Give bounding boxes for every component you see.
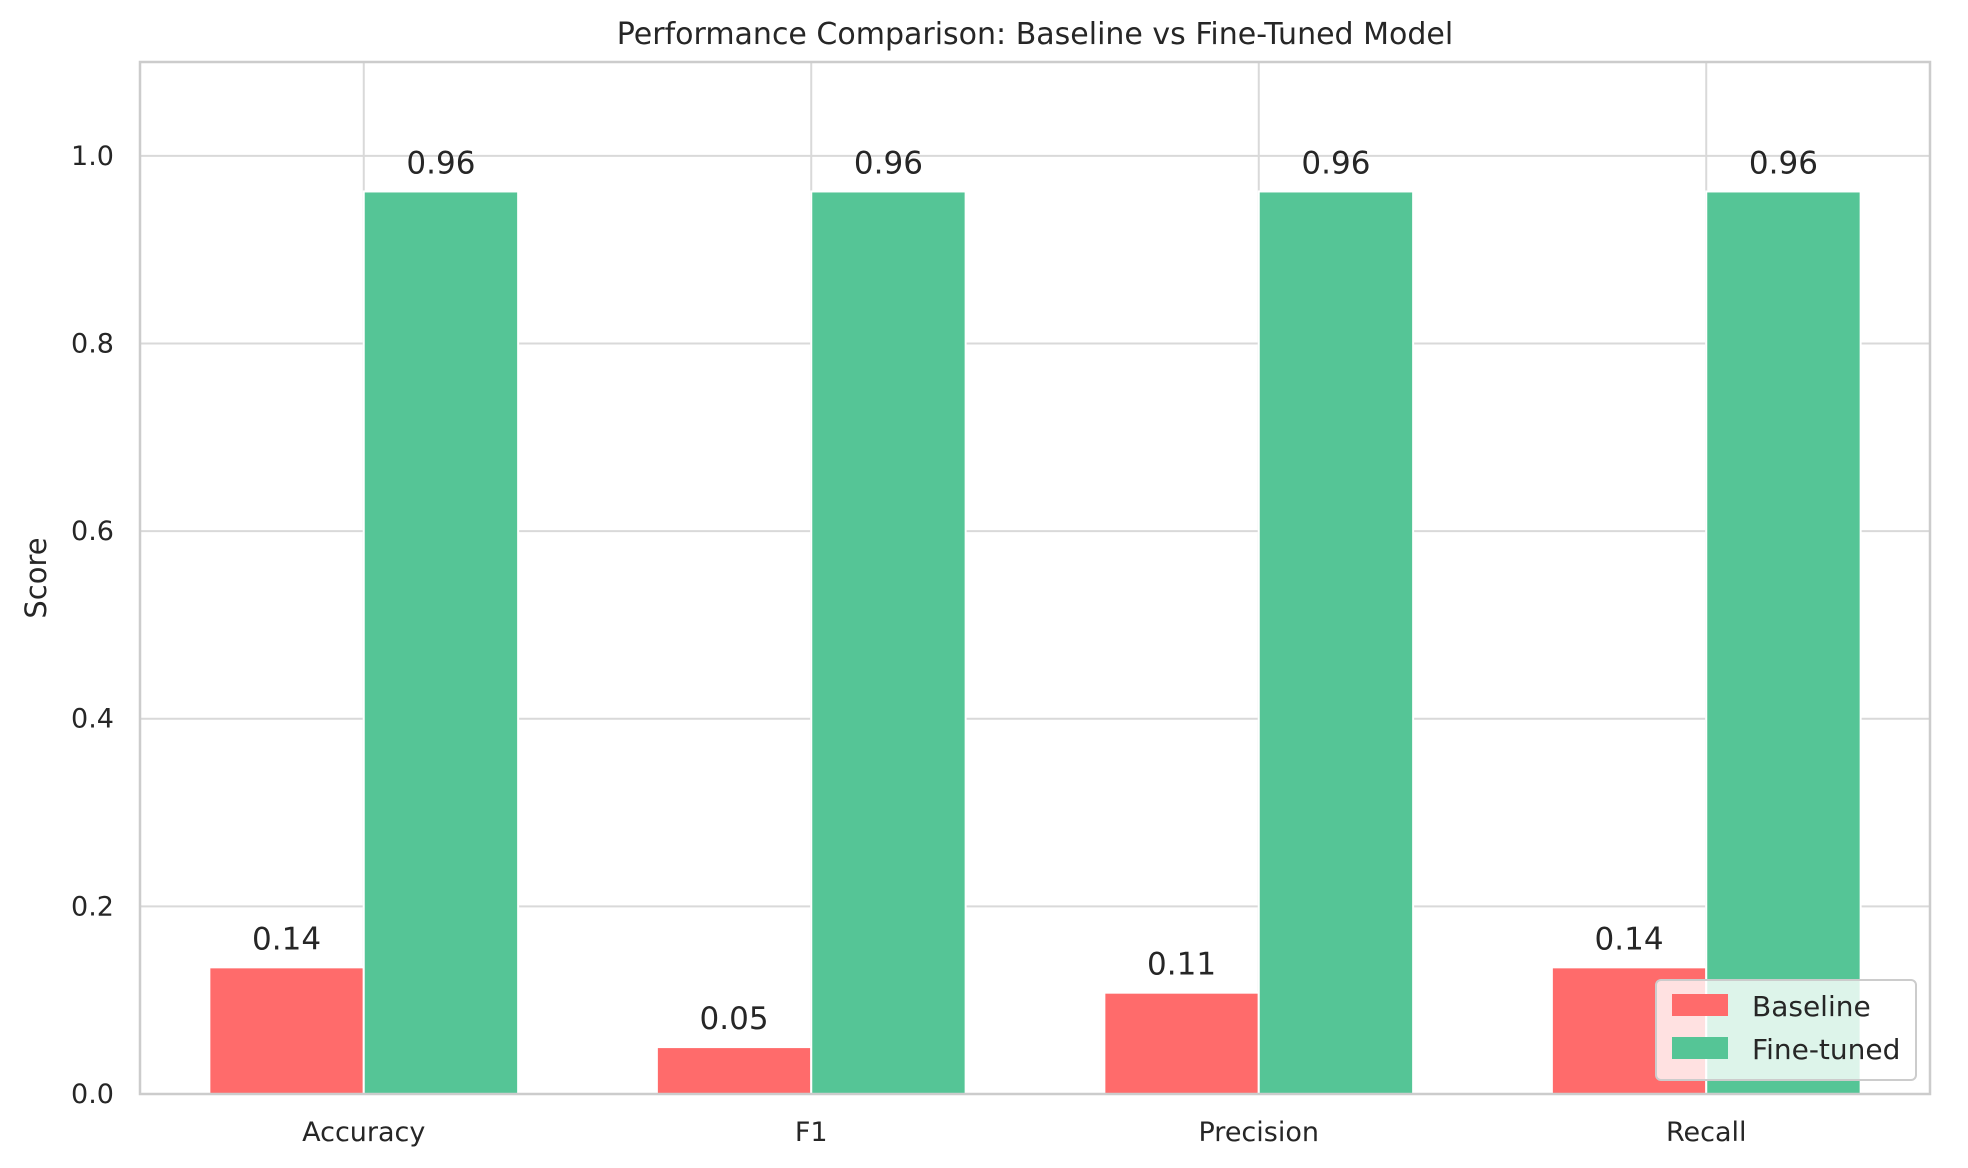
value-labels: 0.14 0.05 0.11 0.14 0.96 0.96 0.96 0.96 [252,145,1818,1037]
y-tick-label-0: 0.0 [71,1079,114,1110]
bar-fine-tuned-f1 [810,190,967,1095]
legend-swatch-fine-tuned [1672,1037,1728,1059]
bar-fine-tuned-accuracy [362,190,520,1095]
bars [208,190,1862,1096]
plot-frame [138,60,1932,1096]
bar-baseline-accuracy [208,966,365,1096]
y-tick-label-4: 0.8 [71,328,114,359]
value-label-fine-tuned-f1: 0.96 [854,145,923,181]
value-label-fine-tuned-accuracy: 0.96 [406,145,475,181]
y-axis-label: Score [19,537,53,618]
y-tick-label-3: 0.6 [71,516,114,547]
bar-fine-tuned-precision [1257,190,1415,1095]
y-axis-ticks: 0.0 0.2 0.4 0.6 0.8 1.0 [71,141,114,1110]
x-tick-label-f1: F1 [795,1117,828,1148]
x-tick-label-recall: Recall [1666,1117,1747,1148]
value-label-baseline-f1: 0.05 [700,1001,769,1037]
bar-baseline-precision [1103,991,1260,1096]
value-label-baseline-precision: 0.11 [1147,947,1216,983]
value-label-fine-tuned-recall: 0.96 [1749,145,1818,181]
x-tick-label-accuracy: Accuracy [302,1117,425,1148]
y-tick-label-1: 0.2 [71,891,114,922]
x-axis-ticks: Accuracy F1 Precision Recall [302,1117,1746,1148]
bar-fine-tuned-recall [1705,190,1862,1095]
legend-label-baseline: Baseline [1752,990,1871,1023]
value-label-baseline-accuracy: 0.14 [252,921,321,957]
legend-swatch-baseline [1672,994,1728,1016]
legend-label-fine-tuned: Fine-tuned [1752,1033,1900,1066]
y-tick-label-2: 0.4 [71,704,114,735]
legend: Baseline Fine-tuned [1655,979,1917,1081]
value-label-fine-tuned-precision: 0.96 [1301,145,1370,181]
y-tick-label-5: 1.0 [71,141,114,172]
value-label-baseline-recall: 0.14 [1595,921,1664,957]
bar-baseline-f1 [655,1046,813,1096]
chart-title: Performance Comparison: Baseline vs Fine… [617,17,1453,52]
x-tick-label-precision: Precision [1199,1117,1319,1148]
